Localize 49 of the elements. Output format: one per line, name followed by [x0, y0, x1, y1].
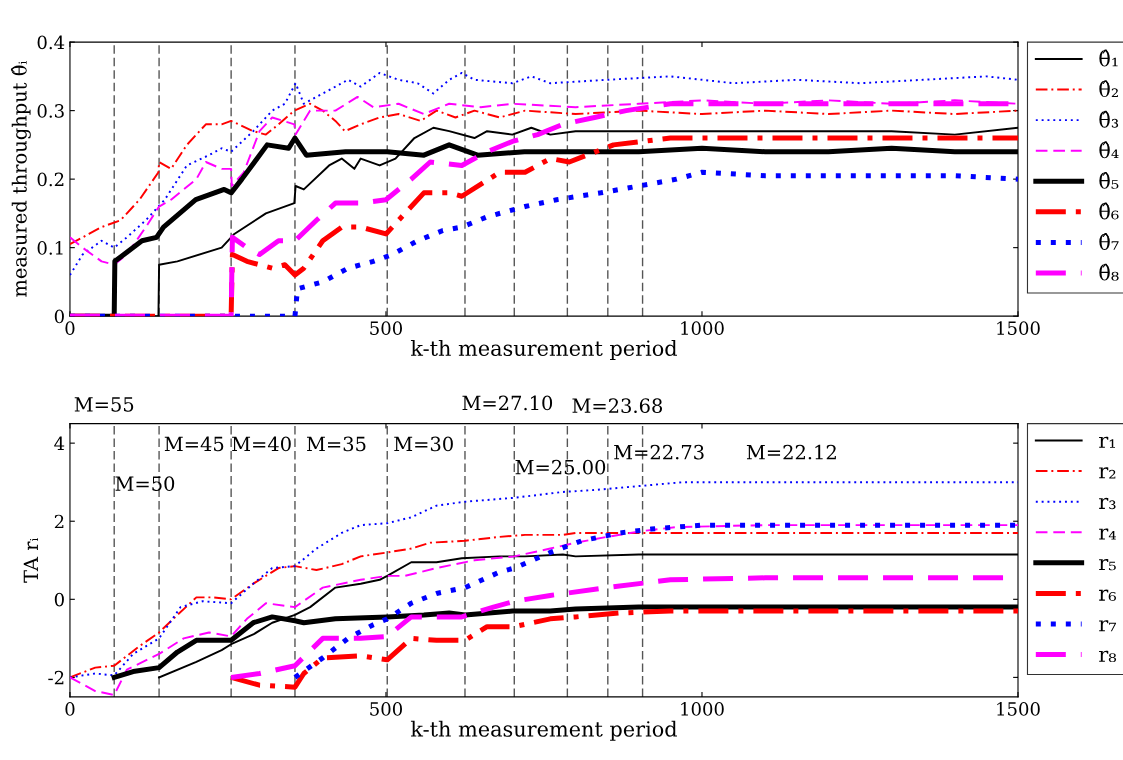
legend-label: r₅: [1099, 559, 1116, 571]
legend-label: r₁: [1099, 436, 1116, 448]
x-axis-title: k-th measurement period: [410, 339, 677, 361]
text: M=55: [74, 397, 134, 412]
x-tick-label: 500: [370, 702, 403, 716]
legend-label: r₂: [1099, 467, 1116, 479]
x-tick-label: 1000: [681, 321, 724, 335]
annotation: M=22.12: [746, 444, 836, 460]
legend-label: θ̂₃: [1099, 110, 1119, 128]
x-tick-label: 1500: [997, 321, 1040, 335]
x-tick-label: 0: [65, 321, 75, 335]
text: M=27.10: [462, 395, 553, 411]
annotation: M=40: [232, 436, 291, 452]
text: M=23.68: [572, 398, 663, 414]
y-tick-label: 2: [54, 514, 64, 529]
legend-label: r₆: [1099, 589, 1116, 601]
y-axis-title: measured throughput θ̂ᵢ: [10, 60, 31, 297]
y-tick-label: 0.2: [37, 172, 64, 187]
legend-label: θ̂₄: [1099, 141, 1119, 159]
x-tick-label: 1000: [681, 702, 724, 716]
annotation: M=50: [115, 476, 175, 491]
annotation: M=45: [164, 436, 224, 452]
legend-label: r₃: [1099, 497, 1116, 510]
y-tick-label: 0.4: [37, 35, 65, 50]
legend-label: θ̂₁: [1099, 49, 1118, 67]
legend-label: r₄: [1099, 528, 1116, 540]
x-tick-label: 0: [65, 702, 75, 716]
legend-label: θ̂₂: [1099, 80, 1118, 98]
y-tick-label: -2: [48, 670, 64, 685]
annotation: M=22.73: [614, 444, 704, 460]
legend-label: θ̂₆: [1099, 202, 1119, 220]
y-tick-label: 0.3: [37, 104, 64, 118]
legend-label: θ̂₈: [1099, 263, 1119, 281]
y-tick-label: 0: [54, 309, 64, 324]
y-tick-label: 0.1: [37, 241, 63, 255]
x-tick-label: 500: [370, 321, 403, 335]
y-tick-label: 4: [54, 436, 65, 450]
x-tick-label: 1500: [997, 702, 1040, 716]
annotation: M=35: [306, 436, 366, 452]
x-axis-title: k-th measurement period: [410, 720, 677, 741]
line-series: [69, 71, 1018, 277]
legend-label: r₇: [1099, 620, 1117, 632]
legend-label: θ̂₅: [1099, 171, 1119, 189]
legend-label: r₈: [1099, 650, 1117, 663]
y-axis-title: TA rᵢ: [23, 537, 38, 583]
legend-label: θ̂₇: [1099, 233, 1119, 250]
annotation: M=30: [394, 436, 453, 452]
line-series: [69, 102, 1018, 246]
y-tick-label: 0: [54, 592, 64, 607]
